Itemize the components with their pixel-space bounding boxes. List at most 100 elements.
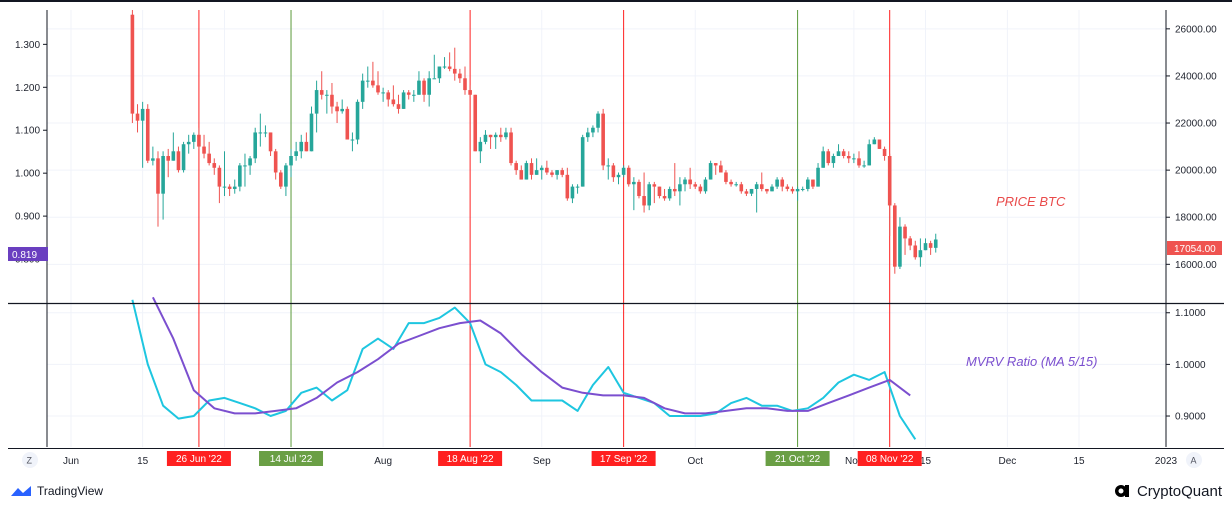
candle-body [626,167,631,185]
candle-body [207,153,211,164]
candle-body [217,167,222,187]
candle-body [611,165,616,178]
candle-body [519,170,524,180]
candle-body [268,132,273,152]
price-pane-label: PRICE BTC [996,194,1066,209]
price-axis-tick-label: 26000.00 [1175,24,1217,35]
candle-body [662,196,667,199]
candle-body [299,141,304,152]
candle-body [550,172,554,175]
candle-body [775,179,779,187]
candle-body [898,226,902,267]
candle-body [601,113,605,166]
x-axis-tick-label: 2023 [1155,456,1178,467]
candle-body [790,188,795,192]
candle-body [575,186,580,188]
candle-body [391,99,396,105]
candle-body [806,179,810,189]
candle-body [458,73,462,79]
candle-body [667,188,672,199]
candle-body [473,94,478,152]
candle-body [657,186,662,197]
candle-body [683,179,687,185]
x-axis-tick-label: 15 [1073,456,1085,467]
candle-body [401,92,406,109]
candle-body [882,148,887,156]
candle-body [857,158,861,166]
candle-body [724,172,728,182]
tradingview-logo[interactable]: TradingView [10,481,103,501]
candle-body [212,163,217,168]
candle-body [872,139,877,145]
marker-date-badge-text: 08 Nov '22 [866,454,914,465]
candle-body [151,158,155,161]
candle-body [186,141,191,145]
candle-body [903,226,907,239]
candle-body [841,151,846,156]
candle-body [345,108,350,140]
candle-body [355,101,360,140]
candle-body [642,196,646,206]
candle-body [816,167,820,187]
mvrv-ma-line [152,296,911,415]
candle-body [826,151,831,164]
zoom-reset-button[interactable]: Z [22,452,38,468]
auto-scale-label: A [1191,456,1197,466]
marker-date-badge [259,451,324,466]
candle-body [698,186,703,192]
candle-body [514,163,518,171]
candle-body [243,165,247,167]
candle-body [539,167,544,171]
candle-body [672,188,677,192]
cryptoquant-logo-text: CryptoQuant [1136,482,1222,500]
marker-date-badge [765,451,830,466]
candle-body [846,156,851,159]
candle-body [831,156,836,164]
candle-body [596,113,600,128]
candle-body [780,179,785,187]
cryptoquant-logo-icon [1114,485,1129,497]
candle-body [765,188,769,192]
candle-body [319,90,324,95]
last-price-badge: 17054.00 [1167,241,1222,255]
marker-date-badge [591,451,656,466]
x-axis-tick-label: Jun [63,456,79,467]
candle-body [918,250,923,258]
candle-body [145,108,150,161]
candle-body [130,14,135,114]
x-axis-tick-label: Oct [687,456,703,467]
mvrv-pane-label: MVRV Ratio (MA 5/15) [966,354,1098,369]
marker-lines [198,10,891,447]
marker-date-badge-text: 21 Oct '22 [775,454,821,465]
candle-body [887,156,892,206]
marker-date-badge [166,451,231,466]
candle-body [340,108,344,112]
price-axis-tick-label: 16000.00 [1175,260,1217,271]
candle-body [719,165,723,173]
zoom-reset-label: Z [27,456,33,466]
candle-body [524,163,529,180]
candle-body [836,151,841,156]
candle-body [365,80,370,82]
candle-body [499,134,503,138]
candle-body [800,188,805,190]
candle-body [314,90,319,114]
candle-body [488,134,493,138]
price-axis-tick-label: 22000.00 [1175,119,1217,130]
candle-body [754,184,759,189]
candle-body [386,92,391,100]
candle-body [284,165,288,187]
candle-body [437,66,442,79]
candle-body [545,167,549,173]
price-axis-tick-label: 20000.00 [1175,166,1217,177]
candle-body [381,92,385,94]
auto-scale-button[interactable]: A [1186,452,1202,468]
candle-body [263,132,268,134]
candle-body [197,134,201,147]
candle-body [227,186,232,189]
candle-body [570,186,575,199]
cryptoquant-logo[interactable]: CryptoQuant [1114,481,1222,501]
candle-body [202,146,206,154]
candle-body [447,66,452,69]
left-axis-tick-label: 1.300 [15,40,40,51]
